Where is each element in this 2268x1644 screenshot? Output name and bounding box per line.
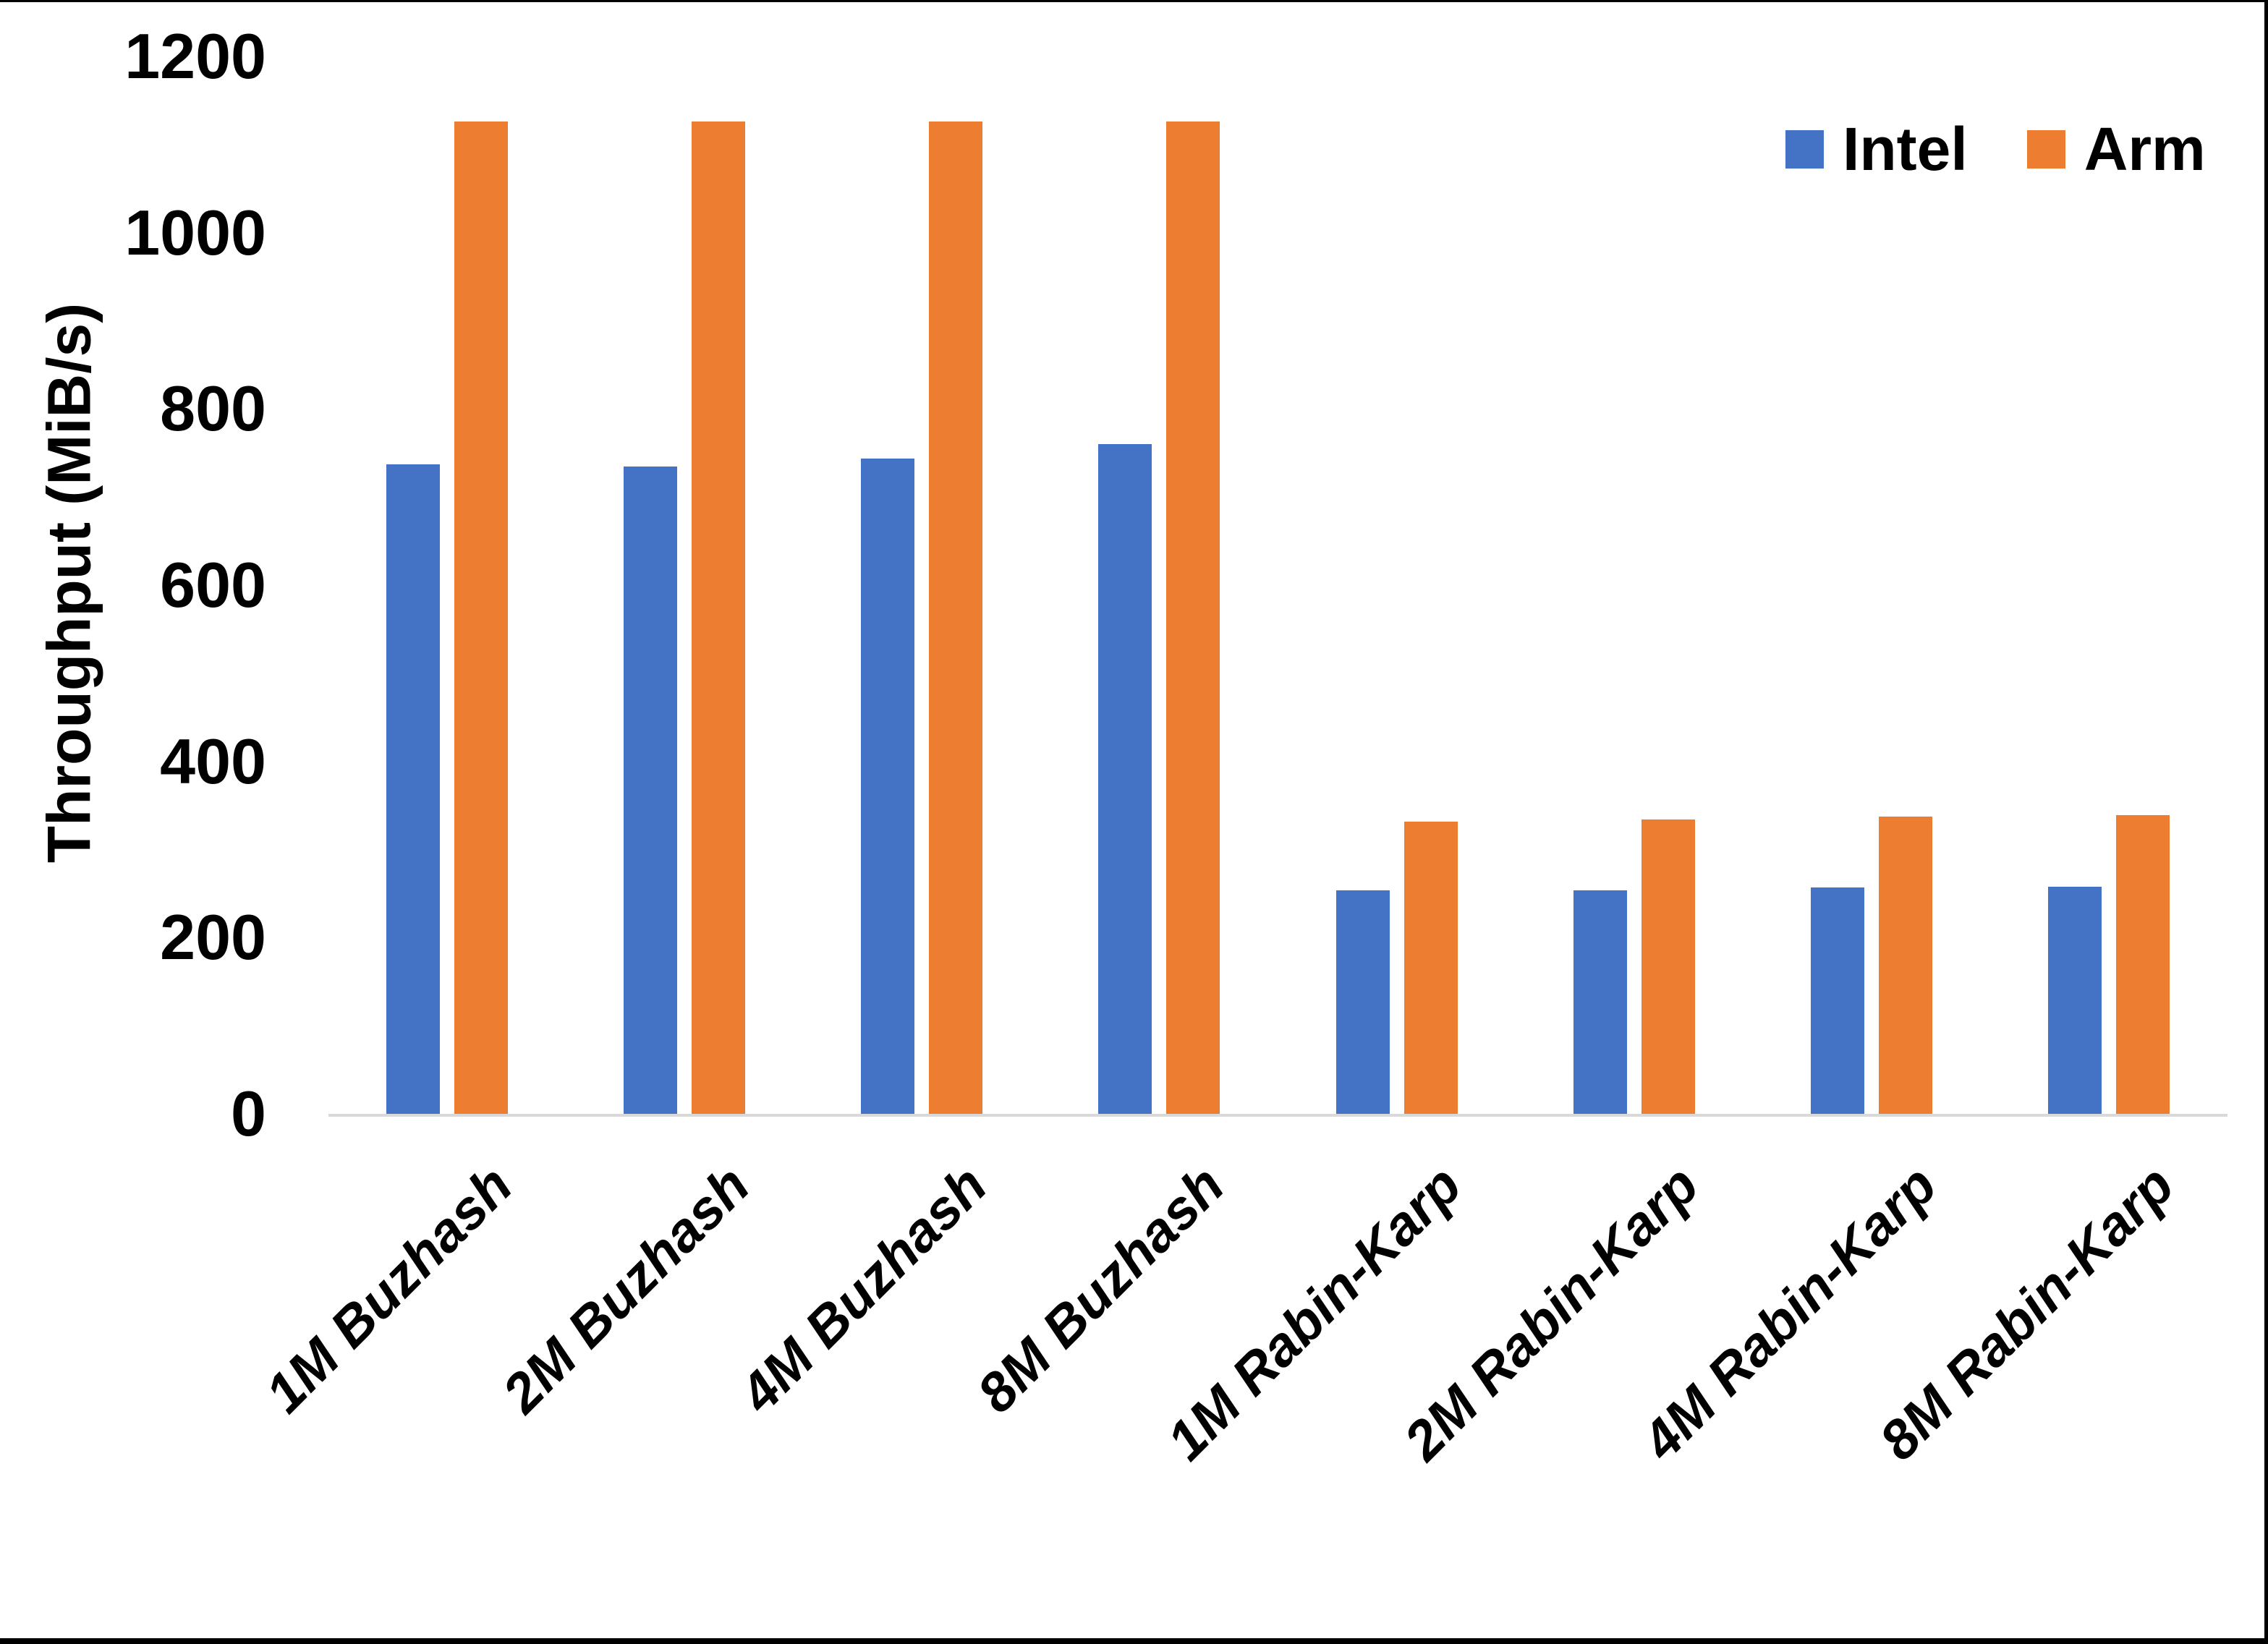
x-tick-label-1m-buzhash: 1M Buzhash bbox=[253, 1154, 524, 1425]
bar-arm-4m-rabin-karp bbox=[1879, 817, 1932, 1114]
legend-item-intel: Intel bbox=[1785, 119, 1968, 179]
y-tick-label-800: 800 bbox=[160, 372, 266, 445]
legend-label-arm: Arm bbox=[2084, 115, 2206, 183]
legend-label-intel: Intel bbox=[1843, 115, 1968, 183]
bar-arm-2m-rabin-karp bbox=[1641, 819, 1695, 1114]
y-tick-label-600: 600 bbox=[160, 549, 266, 621]
y-tick-label-200: 200 bbox=[160, 901, 266, 974]
legend: Intel Arm bbox=[1785, 119, 2206, 179]
bar-arm-4m-buzhash bbox=[929, 122, 982, 1114]
x-tick-label-8m-buzhash: 8M Buzhash bbox=[965, 1154, 1236, 1425]
legend-swatch-arm bbox=[2026, 129, 2065, 169]
bar-intel-4m-buzhash bbox=[861, 459, 914, 1114]
bar-intel-8m-buzhash bbox=[1098, 444, 1152, 1114]
bar-intel-4m-rabin-karp bbox=[1811, 887, 1864, 1114]
frame-border-top bbox=[0, 0, 2268, 2]
y-tick-label-1000: 1000 bbox=[124, 196, 266, 268]
bar-arm-1m-rabin-karp bbox=[1404, 822, 1458, 1114]
y-tick-label-0: 0 bbox=[231, 1078, 266, 1149]
legend-swatch-intel bbox=[1785, 129, 1824, 169]
frame-border-bottom bbox=[0, 1638, 2268, 1644]
bar-intel-1m-buzhash bbox=[386, 464, 440, 1114]
bar-arm-2m-buzhash bbox=[692, 122, 745, 1114]
bar-intel-2m-buzhash bbox=[624, 467, 677, 1114]
bar-arm-8m-buzhash bbox=[1166, 122, 1220, 1114]
bar-arm-8m-rabin-karp bbox=[2116, 815, 2170, 1114]
x-axis-line bbox=[328, 1114, 2227, 1117]
legend-item-arm: Arm bbox=[2026, 115, 2206, 183]
bar-intel-8m-rabin-karp bbox=[2048, 887, 2102, 1114]
y-tick-label-1200: 1200 bbox=[124, 20, 266, 92]
y-tick-label-400: 400 bbox=[160, 725, 266, 797]
bar-arm-1m-buzhash bbox=[454, 122, 508, 1114]
x-tick-label-2m-buzhash: 2M Buzhash bbox=[490, 1154, 762, 1425]
frame-border-right bbox=[2264, 0, 2268, 1644]
plot-area bbox=[328, 56, 2227, 1114]
bar-intel-2m-rabin-karp bbox=[1573, 890, 1627, 1114]
x-tick-label-4m-buzhash: 4M Buzhash bbox=[728, 1154, 999, 1425]
bar-intel-1m-rabin-karp bbox=[1336, 890, 1390, 1114]
